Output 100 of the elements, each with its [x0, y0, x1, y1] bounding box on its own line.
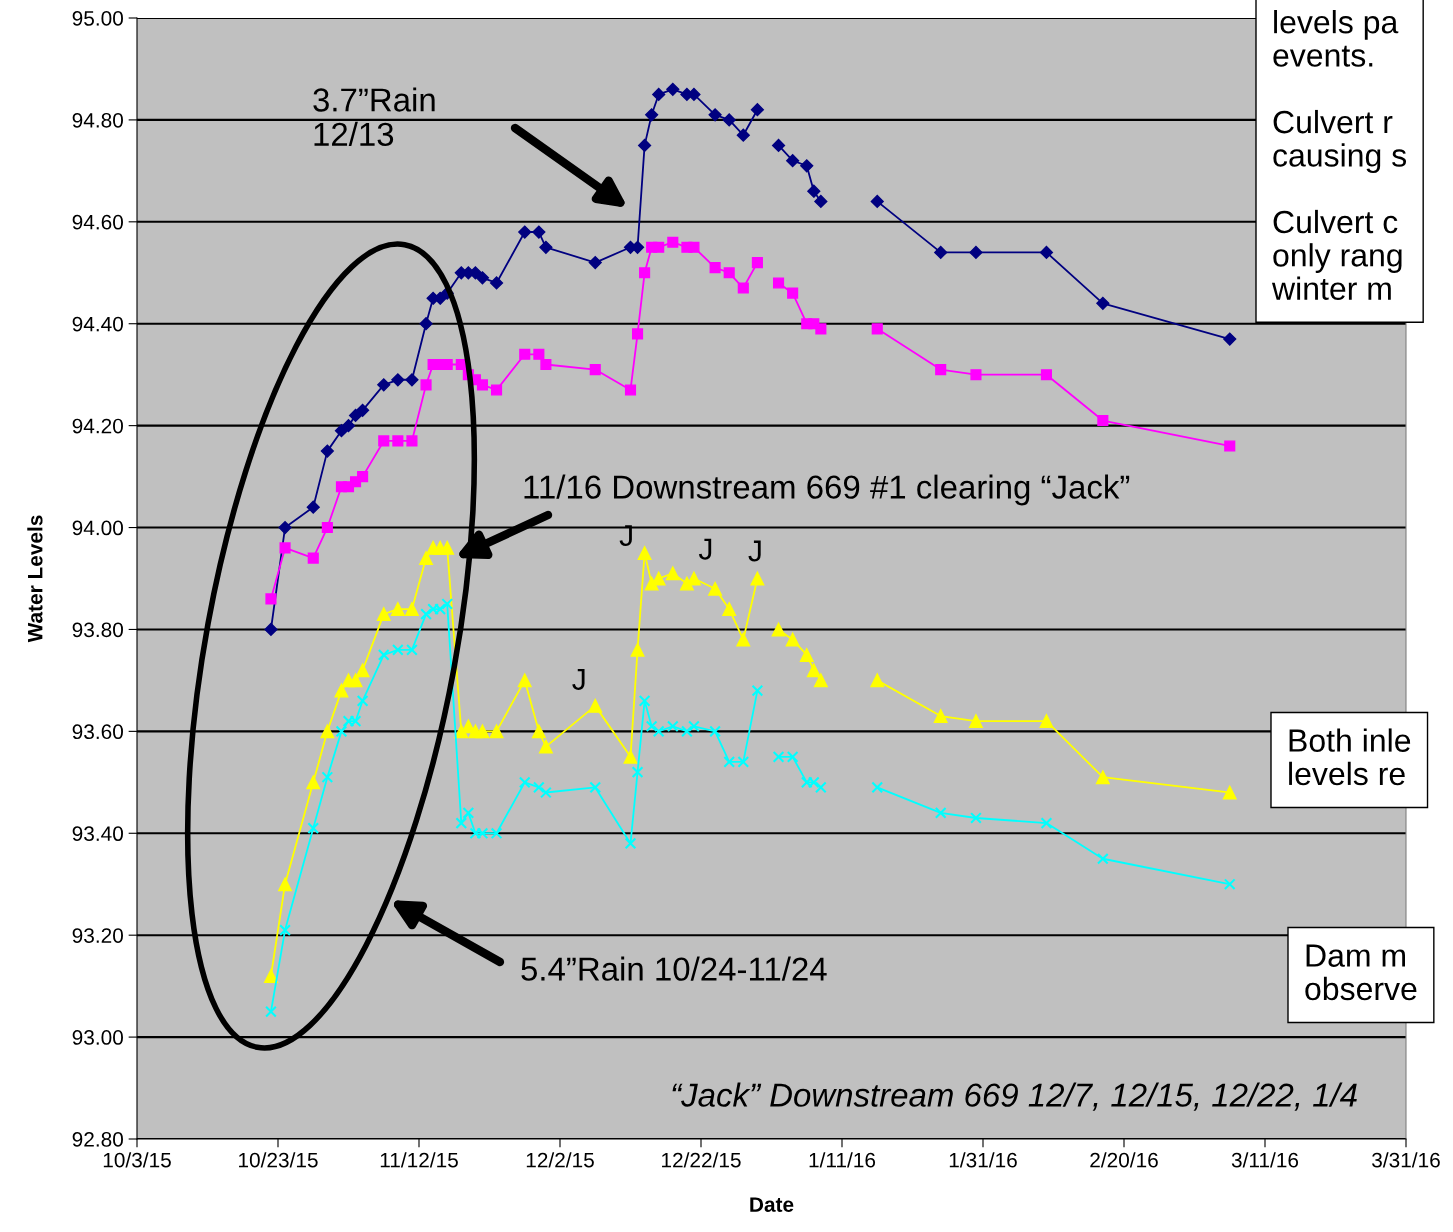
- annotation: 11/16 Downstream 669 #1 clearing “Jack”: [524, 474, 1130, 506]
- y-tick-label: 94.80: [72, 112, 123, 128]
- x-tick-label: 1/11/16: [809, 1152, 876, 1168]
- point: [666, 720, 679, 733]
- point: [420, 608, 432, 621]
- point: [320, 724, 335, 739]
- point: [935, 364, 947, 376]
- x-axis-title: Date: [750, 1197, 794, 1212]
- point: [264, 969, 278, 983]
- point: [321, 521, 333, 534]
- point: [736, 128, 750, 142]
- point: [475, 271, 490, 285]
- point: [723, 267, 735, 279]
- point: [870, 673, 885, 688]
- point: [306, 775, 321, 790]
- point: [518, 225, 532, 239]
- point: [341, 419, 356, 433]
- point: [1039, 714, 1054, 729]
- point: [751, 684, 764, 697]
- point: [475, 724, 490, 739]
- point: [652, 725, 665, 738]
- point: [307, 552, 319, 564]
- point: [1095, 770, 1110, 785]
- point: [709, 725, 721, 738]
- point: [357, 471, 369, 483]
- x-tick-label: 3/31/16: [1372, 1152, 1440, 1168]
- point: [815, 323, 827, 335]
- point: [708, 581, 723, 596]
- point: [462, 806, 475, 819]
- point: [799, 647, 814, 662]
- point: [624, 837, 637, 850]
- point: [390, 602, 405, 617]
- point: [681, 725, 693, 738]
- point: [356, 403, 370, 417]
- point: [870, 194, 884, 209]
- point: [750, 571, 765, 586]
- y-tick-label: 94.20: [72, 418, 123, 434]
- point: [1096, 852, 1109, 865]
- point: [645, 720, 658, 733]
- point: [264, 622, 278, 637]
- point: [405, 373, 419, 387]
- point: [532, 225, 546, 239]
- point: [871, 781, 884, 794]
- point: [278, 877, 292, 892]
- point: [356, 694, 369, 707]
- annotation: J: [698, 538, 712, 560]
- point: [772, 750, 785, 763]
- point: [589, 781, 602, 794]
- point: [279, 542, 291, 554]
- point: [391, 643, 404, 656]
- point: [490, 384, 503, 396]
- point: [771, 622, 786, 637]
- point: [751, 257, 763, 269]
- y-axis-title: Water Levels: [27, 515, 43, 643]
- point: [490, 827, 503, 840]
- annotation: 5.4”Rain 10/24-11/24: [521, 956, 827, 981]
- point: [391, 373, 405, 387]
- point: [934, 245, 948, 259]
- y-tick-label: 94.40: [72, 316, 123, 332]
- point: [871, 323, 883, 335]
- x-tick-label: 11/12/15: [380, 1152, 458, 1168]
- x-tick-label: 10/23/15: [239, 1152, 318, 1168]
- point: [1223, 332, 1237, 346]
- y-tick-label: 93.20: [72, 928, 123, 943]
- point: [1040, 817, 1053, 829]
- x-tick-label: 1/31/16: [949, 1152, 1017, 1168]
- point: [489, 276, 504, 290]
- point: [652, 87, 666, 102]
- point: [814, 781, 827, 794]
- point: [406, 643, 418, 656]
- point: [455, 817, 468, 829]
- point: [376, 607, 391, 622]
- point: [771, 138, 786, 152]
- point: [419, 317, 433, 331]
- point: [631, 328, 644, 340]
- point: [519, 348, 531, 360]
- point: [644, 576, 659, 591]
- point: [377, 649, 390, 661]
- point: [623, 749, 638, 764]
- y-tick-label: 93.80: [72, 622, 123, 638]
- point: [334, 424, 349, 438]
- point: [807, 184, 821, 198]
- y-tick-label: 92.80: [72, 1132, 123, 1147]
- annotation: “Jack” Downstream 669 12/7, 12/15, 12/22, 1/4: [672, 1082, 1357, 1111]
- point: [1040, 369, 1053, 381]
- point: [645, 108, 659, 122]
- point: [538, 739, 553, 754]
- text: levels pa events. Culvert r causing s Culvert c only rang winter m: [1271, 10, 1407, 300]
- point: [708, 108, 722, 122]
- point: [306, 500, 320, 514]
- point: [688, 241, 700, 253]
- point: [335, 725, 348, 738]
- x-tick-label: 12/2/15: [526, 1152, 594, 1168]
- point: [970, 369, 982, 381]
- point: [969, 245, 983, 259]
- point: [737, 756, 750, 768]
- point: [969, 714, 983, 729]
- point: [441, 598, 454, 610]
- point: [638, 694, 651, 707]
- annotation: Both inle levels re: [1289, 728, 1411, 786]
